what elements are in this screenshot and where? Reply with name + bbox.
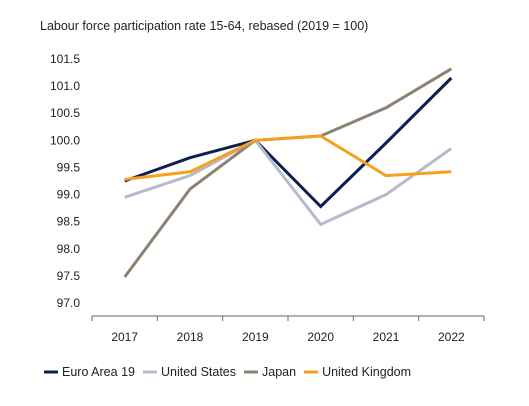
legend-item: United Kingdom — [304, 365, 411, 379]
legend-item: Japan — [244, 365, 296, 379]
x-tick-label: 2018 — [177, 330, 204, 344]
y-tick-label: 101.0 — [50, 79, 80, 93]
legend-item: Euro Area 19 — [44, 365, 135, 379]
series-line-united-states — [124, 138, 453, 227]
x-axis: 2017 2018 2019 2020 2021 2022 — [91, 315, 485, 344]
series-line-united-kingdom — [124, 134, 452, 181]
x-tick-label: 2020 — [307, 330, 334, 344]
y-tick-label: 97.0 — [57, 296, 81, 310]
y-axis: 97.0 97.5 98.0 98.5 99.0 99.5 100.0 100.5 101.0 1… — [50, 52, 80, 310]
y-tick-label: 101.5 — [50, 52, 80, 66]
series-group — [123, 67, 453, 278]
y-tick-label: 99.0 — [57, 188, 81, 202]
y-tick-label: 98.0 — [57, 242, 81, 256]
y-tick-label: 97.5 — [57, 269, 81, 283]
legend-item: United States — [142, 365, 236, 379]
legend-label: Euro Area 19 — [62, 365, 135, 379]
legend-label: United States — [161, 365, 236, 379]
y-tick-label: 99.5 — [57, 160, 81, 174]
legend-label: United Kingdom — [322, 365, 411, 379]
y-tick-label: 100.5 — [50, 106, 80, 120]
y-tick-label: 100.0 — [50, 133, 80, 147]
series-line-euro-area-19 — [124, 76, 453, 209]
x-tick-label: 2022 — [438, 330, 465, 344]
legend: Euro Area 19 United States Japan United Kin… — [44, 365, 411, 379]
y-tick-label: 98.5 — [57, 215, 81, 229]
chart-title: Labour force participation rate 15-64, r… — [40, 19, 368, 33]
x-tick-label: 2017 — [111, 330, 138, 344]
x-tick-label: 2019 — [242, 330, 269, 344]
x-tick-label: 2021 — [373, 330, 400, 344]
legend-label: Japan — [262, 365, 296, 379]
